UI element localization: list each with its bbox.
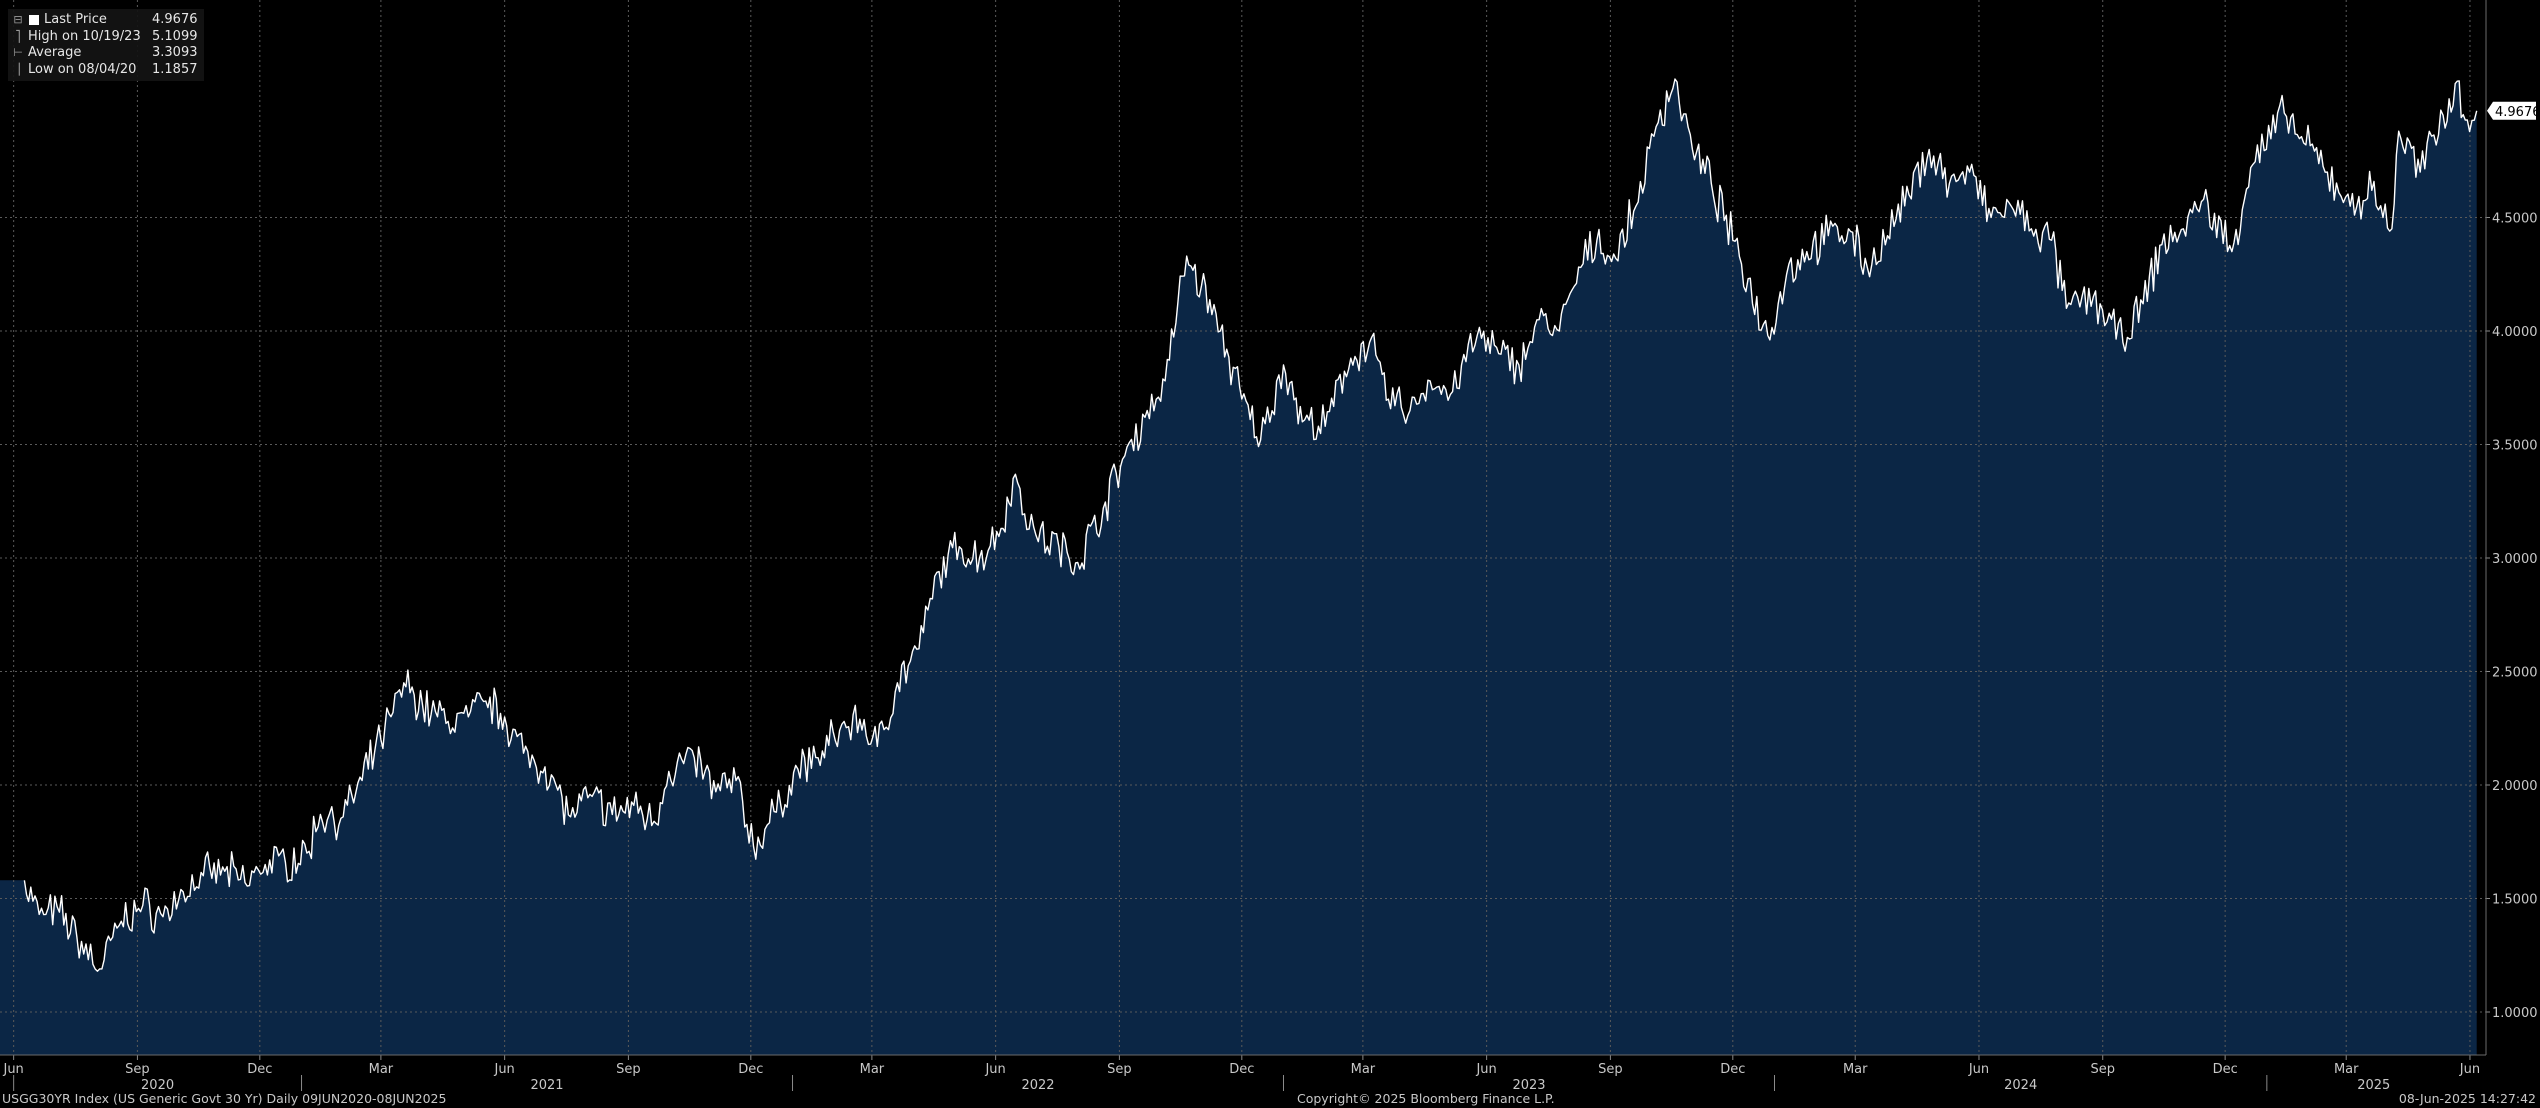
x-year-label: 2020: [141, 1078, 174, 1093]
series-swatch: [29, 15, 39, 26]
footer-security-description: USGG30YR Index (US Generic Govt 30 Yr) D…: [2, 1091, 447, 1106]
x-year-label: 2025: [2357, 1078, 2390, 1093]
x-year-label: 2021: [530, 1078, 563, 1093]
footer-copyright: Copyright© 2025 Bloomberg Finance L.P.: [1297, 1091, 1555, 1106]
x-month-label: Sep: [616, 1062, 641, 1077]
y-tick-label: 4.0000: [2492, 325, 2538, 340]
legend-label: High on 10/19/23: [28, 28, 141, 44]
x-month-label: Sep: [1598, 1062, 1623, 1077]
x-month-label: Sep: [2090, 1062, 2115, 1077]
legend-label: Average: [28, 45, 82, 60]
x-month-label: Sep: [125, 1062, 150, 1077]
low-marker-icon: ⎥: [15, 62, 21, 76]
y-tick-label: 4.5000: [2492, 212, 2538, 227]
legend-row-low: ⎥ Low on 08/04/20 1.1857: [12, 61, 198, 79]
y-tick-label: 1.0000: [2492, 1006, 2538, 1021]
x-month-label: Dec: [2213, 1062, 2238, 1077]
legend-row-average: ⊢ Average 3.3093: [12, 45, 198, 62]
x-month-label: Mar: [2334, 1062, 2359, 1077]
legend: ⊟ Last Price 4.9676 ⎤ High on 10/19/23 5…: [8, 9, 204, 81]
legend-row-last-price: ⊟ Last Price 4.9676: [12, 12, 198, 29]
last-price-box: [2487, 101, 2536, 120]
y-tick-label: 3.0000: [2492, 552, 2538, 567]
x-year-label: 2022: [1021, 1078, 1054, 1093]
line-layer: [23, 78, 2478, 972]
legend-value: 3.3093: [152, 45, 198, 60]
x-year-label: 2024: [2004, 1078, 2037, 1093]
x-month-label: Dec: [1229, 1062, 1254, 1077]
x-month-label: Mar: [860, 1062, 885, 1077]
x-month-label: Jun: [2459, 1062, 2480, 1077]
y-tick-label: 2.5000: [2492, 666, 2538, 681]
legend-value: 4.9676: [152, 12, 198, 27]
legend-label: Last Price: [44, 12, 107, 27]
legend-label: Low on 08/04/20: [28, 61, 137, 77]
average-marker-icon: ⊢: [13, 46, 23, 59]
x-month-label: Jun: [984, 1062, 1005, 1077]
x-month-label: Jun: [493, 1062, 514, 1077]
x-month-label: Sep: [1107, 1062, 1132, 1077]
high-marker-icon: ⎤: [15, 29, 21, 43]
y-tick-label: 1.5000: [2492, 893, 2538, 908]
x-month-label: Dec: [1720, 1062, 1745, 1077]
area-fill: [0, 79, 2477, 1055]
x-month-label: Jun: [1968, 1062, 1989, 1077]
x-month-label: Jun: [1475, 1062, 1496, 1077]
price-line: [23, 78, 2478, 972]
x-month-label: Mar: [1843, 1062, 1868, 1077]
x-month-label: Mar: [369, 1062, 394, 1077]
last-price-label: 4.9676: [2495, 105, 2540, 120]
footer-timestamp: 08-Jun-2025 14:27:42: [2398, 1091, 2536, 1106]
x-month-label: Jun: [2, 1062, 23, 1077]
x-month-label: Dec: [247, 1062, 272, 1077]
collapse-icon[interactable]: ⊟: [13, 13, 23, 26]
legend-row-high: ⎤ High on 10/19/23 5.1099: [12, 28, 198, 46]
legend-value: 5.1099: [152, 28, 198, 44]
area-layer: [0, 79, 2477, 1055]
grid-layer: [0, 0, 2486, 1055]
x-year-label: 2023: [1512, 1078, 1545, 1093]
x-month-label: Mar: [1351, 1062, 1376, 1077]
y-tick-label: 3.5000: [2492, 439, 2538, 454]
y-tick-label: 2.0000: [2492, 779, 2538, 794]
legend-value: 1.1857: [152, 61, 198, 77]
x-month-label: Dec: [738, 1062, 763, 1077]
